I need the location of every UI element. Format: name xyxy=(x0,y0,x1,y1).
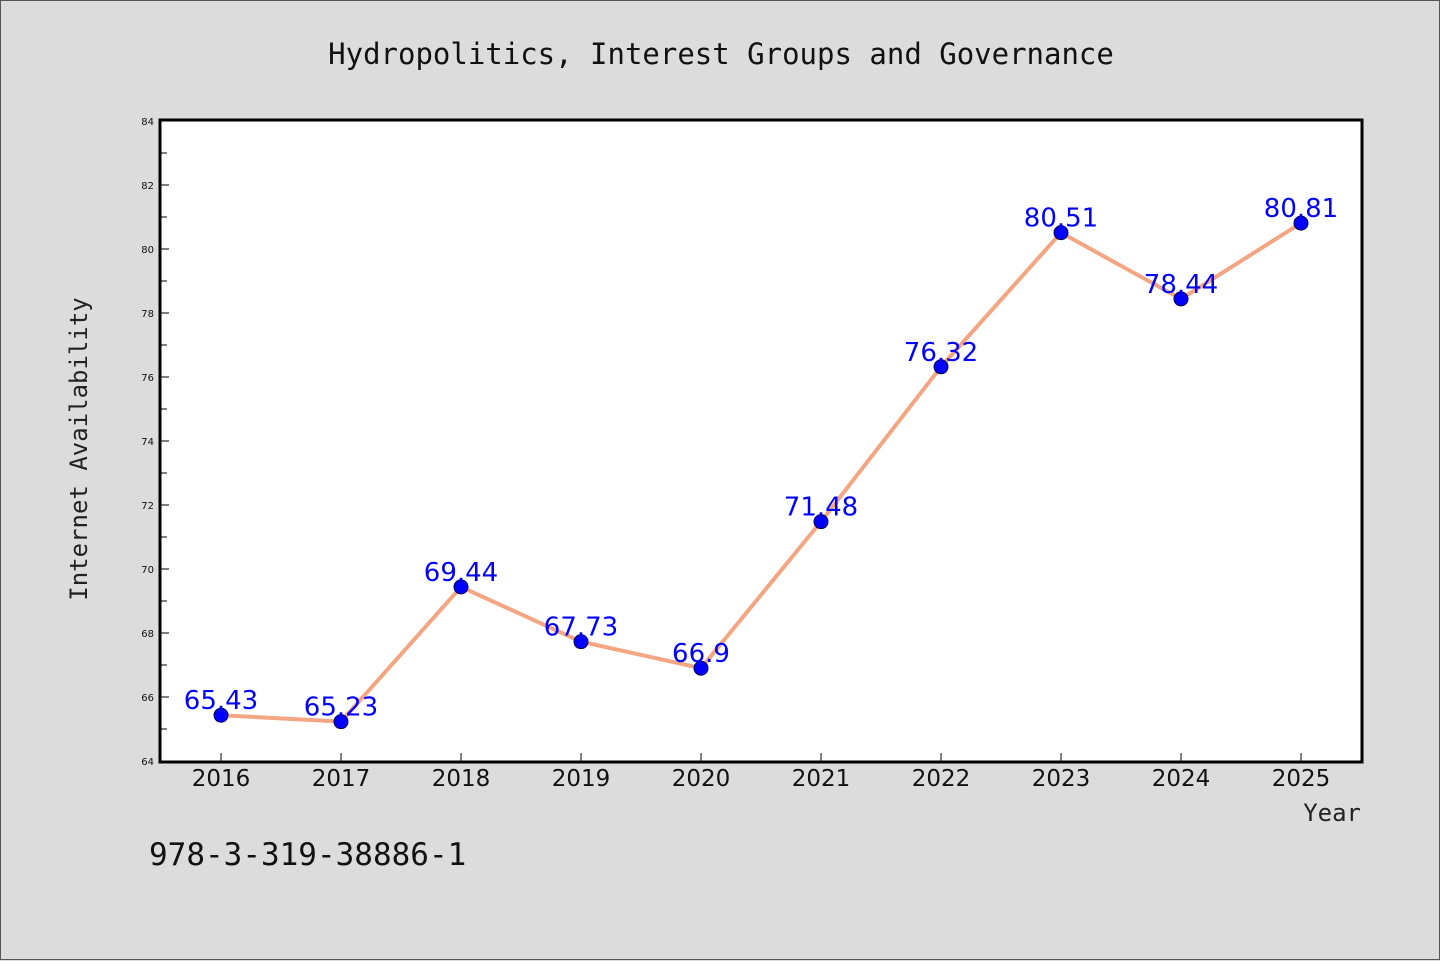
data-point xyxy=(1293,215,1309,231)
x-tick-label: 2023 xyxy=(1032,766,1091,792)
y-tick-label: 64 xyxy=(141,757,154,768)
x-tick-label: 2017 xyxy=(312,766,371,792)
isbn-footnote: 978-3-319-38886-1 xyxy=(149,837,466,873)
data-label: 69.44 xyxy=(424,558,498,588)
y-tick-label: 82 xyxy=(141,181,154,192)
data-label: 65.23 xyxy=(304,693,378,723)
data-label: 80.81 xyxy=(1264,194,1338,224)
data-point xyxy=(213,707,229,723)
data-label: 76.32 xyxy=(904,338,978,368)
x-tick-label: 2024 xyxy=(1152,766,1211,792)
data-point xyxy=(453,579,469,595)
x-tick-label: 2019 xyxy=(552,766,611,792)
y-tick-label: 70 xyxy=(141,565,154,576)
series-markers xyxy=(213,215,1309,730)
y-axis: 64 66 68 70 72 74 76 78 80 82 84 xyxy=(141,117,169,768)
y-tick-label: 74 xyxy=(141,437,154,448)
plot-area xyxy=(158,118,1364,764)
data-point xyxy=(1053,225,1069,241)
x-tick-label: 2020 xyxy=(672,766,731,792)
data-label: 67.73 xyxy=(544,613,618,643)
y-tick-label: 66 xyxy=(141,693,154,704)
y-tick-label: 80 xyxy=(141,245,154,256)
data-label: 80.51 xyxy=(1024,204,1098,234)
data-label: 65.43 xyxy=(184,686,258,716)
data-point xyxy=(813,514,829,530)
x-tick-label: 2022 xyxy=(912,766,971,792)
data-point xyxy=(333,714,349,730)
data-point xyxy=(693,660,709,676)
data-labels: 65.43 65.23 69.44 67.73 66.9 71.48 76.32 80.51 7… xyxy=(184,194,1338,723)
data-label: 66.9 xyxy=(672,639,730,669)
data-point xyxy=(1173,291,1189,307)
y-axis-label: Internet Availability xyxy=(65,297,93,600)
x-axis: 2016 2017 2018 2019 2020 2021 2022 2023 2024 2025 xyxy=(192,753,1331,792)
y-tick-label: 72 xyxy=(141,501,154,512)
data-label: 78.44 xyxy=(1144,270,1218,300)
data-point xyxy=(933,359,949,375)
x-tick-label: 2018 xyxy=(432,766,491,792)
x-axis-label: Year xyxy=(1303,799,1361,827)
y-tick-label: 68 xyxy=(141,629,154,640)
y-tick-label: 78 xyxy=(141,309,154,320)
y-tick-label: 76 xyxy=(141,373,154,384)
chart-title: Hydropolitics, Interest Groups and Gover… xyxy=(328,37,1114,71)
data-label: 71.48 xyxy=(784,493,858,523)
y-tick-label: 84 xyxy=(141,117,154,128)
x-tick-label: 2016 xyxy=(192,766,251,792)
data-point xyxy=(573,634,589,650)
x-tick-label: 2021 xyxy=(792,766,851,792)
series-line xyxy=(220,221,1303,724)
x-tick-label: 2025 xyxy=(1272,766,1331,792)
